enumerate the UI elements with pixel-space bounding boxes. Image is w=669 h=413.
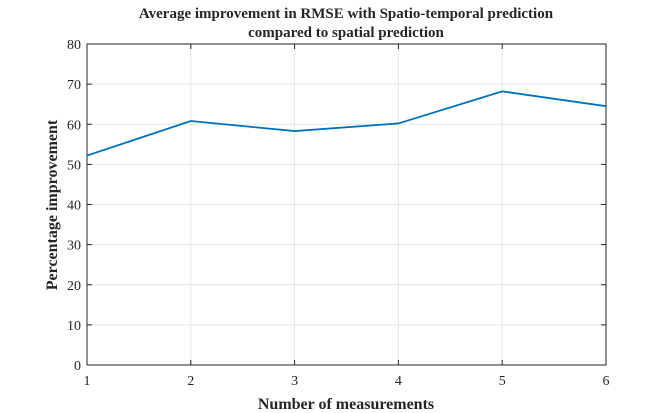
chart-title-line-1: Average improvement in RMSE with Spatio-… [139, 6, 554, 22]
series-line [86, 90, 607, 157]
plot-frame [86, 43, 607, 366]
y-tick-label: 80 [67, 38, 81, 53]
series-layer [86, 90, 607, 157]
y-tick-label: 0 [74, 359, 81, 374]
y-tick-label: 30 [67, 239, 81, 254]
x-tick-label: 6 [603, 374, 610, 389]
y-tick-label: 40 [67, 199, 81, 214]
axis-ticks: 0 10 20 30 40 50 60 70 80 1 2 3 4 5 6 [67, 38, 610, 389]
y-tick-label: 20 [67, 279, 81, 294]
y-tick-label: 70 [67, 78, 81, 93]
y-tick-label: 50 [67, 158, 81, 173]
chart-title-line-2: compared to spatial prediction [248, 25, 444, 41]
x-tick-label: 1 [84, 374, 91, 389]
x-tick-label: 5 [499, 374, 506, 389]
x-tick-label: 2 [187, 374, 194, 389]
x-tick-label: 4 [395, 374, 402, 389]
y-tick-label: 10 [67, 319, 81, 334]
y-tick-label: 60 [67, 118, 81, 133]
y-axis-label: Percentage improvement [44, 119, 61, 290]
grid [87, 44, 606, 365]
x-axis-label: Number of measurements [258, 396, 434, 413]
x-tick-label: 3 [291, 374, 298, 389]
